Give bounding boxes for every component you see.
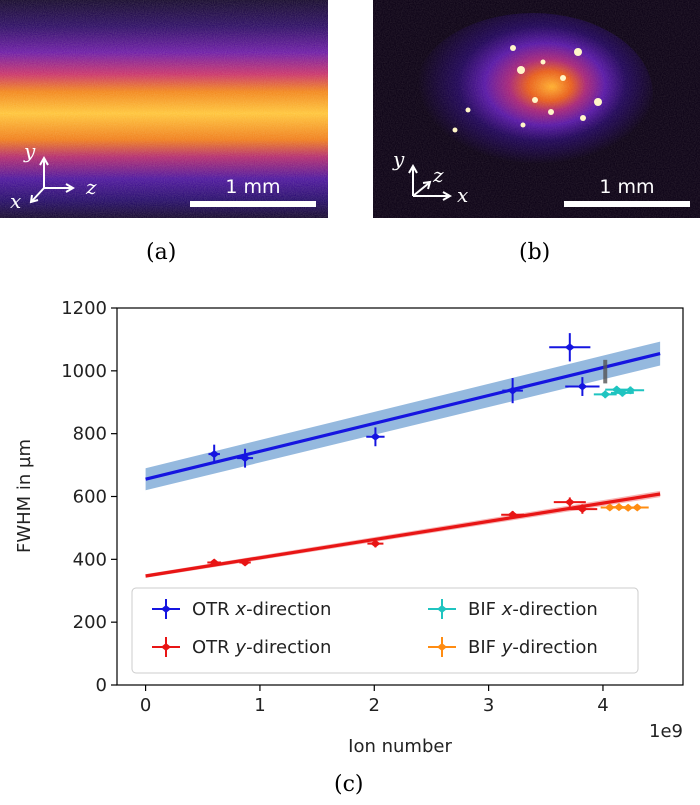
y-tick-label: 200 bbox=[73, 612, 107, 633]
legend-label: BIF x-direction bbox=[468, 599, 598, 620]
axes-indicator bbox=[29, 155, 76, 204]
data-point bbox=[239, 558, 251, 567]
y-tick-label: 1200 bbox=[61, 298, 107, 319]
scale-bar bbox=[190, 201, 316, 207]
y-tick-label: 0 bbox=[96, 675, 107, 696]
data-point bbox=[237, 448, 254, 468]
legend-item: OTR y-direction bbox=[152, 637, 331, 658]
x-axis-label: Ion number bbox=[348, 736, 452, 757]
data-point bbox=[501, 510, 525, 519]
data-point bbox=[367, 539, 384, 548]
scale-bar-label: 1 mm bbox=[599, 176, 654, 198]
axis-label-y: y bbox=[392, 147, 405, 171]
bif-beam-image: y z x 1 mm bbox=[373, 0, 700, 218]
legend-box bbox=[131, 587, 639, 674]
axes-indicator bbox=[408, 163, 453, 201]
legend-item: BIF y-direction bbox=[428, 637, 598, 658]
data-point bbox=[593, 390, 617, 399]
x-offset-label: 1e9 bbox=[649, 721, 683, 742]
axis-label-x: x bbox=[457, 183, 468, 207]
panel-c-caption: (c) bbox=[334, 772, 364, 797]
data-point bbox=[549, 333, 591, 362]
x-tick-label: 1 bbox=[254, 695, 265, 716]
y-tick-label: 800 bbox=[73, 424, 107, 445]
panel-a-caption: (a) bbox=[146, 240, 177, 265]
fwhm-chart: 0 1 2 3 4 0 200 400 600 800 1000 1200 OTR x-directi… bbox=[14, 298, 684, 757]
legend-label: BIF y-direction bbox=[468, 637, 598, 658]
axis-label-y: y bbox=[23, 139, 36, 163]
data-point bbox=[553, 497, 586, 507]
x-tick-label: 4 bbox=[597, 695, 608, 716]
axis-label-x: x bbox=[10, 189, 21, 213]
data-point bbox=[208, 444, 220, 464]
fit-line-0 bbox=[145, 351, 661, 481]
legend-item: OTR x-direction bbox=[152, 599, 331, 620]
y-tick-label: 1000 bbox=[61, 361, 107, 382]
otr-beam-image: y z x 1 mm bbox=[0, 0, 328, 218]
x-tick-label: 3 bbox=[483, 695, 494, 716]
data-point bbox=[207, 558, 222, 567]
data-point bbox=[567, 504, 598, 514]
scale-bar bbox=[564, 201, 690, 207]
legend-label: OTR y-direction bbox=[192, 637, 331, 658]
bright-spots bbox=[452, 45, 602, 133]
data-point bbox=[565, 377, 600, 396]
scale-bar-label: 1 mm bbox=[225, 176, 280, 198]
y-tick-label: 400 bbox=[73, 549, 107, 570]
data-point bbox=[625, 503, 649, 512]
y-axis-label: FWHM in µm bbox=[14, 439, 35, 553]
legend-item: BIF x-direction bbox=[428, 599, 598, 620]
legend-label: OTR x-direction bbox=[192, 599, 331, 620]
axis-label-z: z bbox=[432, 163, 444, 187]
fit-line-1 bbox=[145, 492, 661, 578]
x-tick-label: 2 bbox=[369, 695, 380, 716]
x-tick-label: 0 bbox=[140, 695, 151, 716]
data-point bbox=[502, 378, 523, 404]
panel-b-caption: (b) bbox=[519, 240, 551, 265]
axis-label-z: z bbox=[85, 175, 97, 199]
data-point bbox=[366, 427, 385, 447]
y-tick-label: 600 bbox=[73, 487, 107, 508]
data-point bbox=[616, 386, 645, 395]
